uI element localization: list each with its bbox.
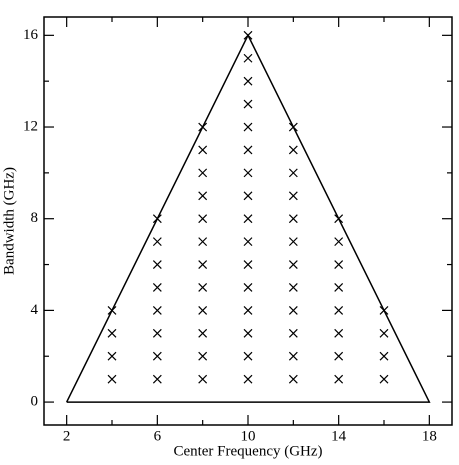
point-marker <box>288 328 298 338</box>
point-marker <box>243 145 253 155</box>
point-marker <box>288 260 298 269</box>
point-marker <box>288 214 298 224</box>
point-marker <box>152 283 162 292</box>
point-marker <box>198 374 208 384</box>
point-marker <box>334 305 344 315</box>
point-marker <box>379 305 389 315</box>
y-tick-label: 0 <box>31 394 39 410</box>
x-tick-label: 18 <box>422 428 437 444</box>
point-marker <box>243 122 253 132</box>
point-marker <box>198 305 208 315</box>
point-marker <box>198 214 208 224</box>
point-marker <box>288 305 298 315</box>
y-tick-label: 4 <box>31 302 39 318</box>
point-marker <box>243 237 253 247</box>
y-axis-label: Bandwidth (GHz) <box>1 167 17 275</box>
point-marker <box>198 122 208 132</box>
point-marker <box>198 191 208 201</box>
point-marker <box>198 237 208 247</box>
point-marker <box>288 145 298 155</box>
point-marker <box>152 351 162 361</box>
x-tick-label: 10 <box>241 428 256 444</box>
point-marker <box>243 374 253 384</box>
point-marker <box>288 191 298 201</box>
point-marker <box>107 328 117 338</box>
point-marker <box>334 351 344 361</box>
point-marker <box>243 53 253 63</box>
point-marker <box>198 168 208 178</box>
point-marker <box>334 214 344 224</box>
point-marker <box>243 168 253 178</box>
point-marker <box>152 260 162 269</box>
y-tick-label: 12 <box>23 118 38 134</box>
point-marker <box>334 328 344 338</box>
point-marker <box>379 374 389 384</box>
point-marker <box>288 374 298 384</box>
point-marker <box>334 374 344 384</box>
point-marker <box>152 328 162 338</box>
point-marker <box>334 260 344 269</box>
plot-frame <box>43 16 453 426</box>
point-marker <box>152 214 162 224</box>
point-marker <box>379 328 389 338</box>
point-marker <box>243 191 253 201</box>
point-marker <box>107 374 117 384</box>
point-marker <box>198 328 208 338</box>
point-marker <box>198 283 208 292</box>
point-marker <box>243 328 253 338</box>
y-tick-label: 16 <box>23 27 39 43</box>
point-marker <box>107 305 117 315</box>
point-marker <box>243 351 253 361</box>
point-marker <box>243 214 253 224</box>
point-marker <box>334 237 344 247</box>
x-tick-label: 2 <box>63 428 71 444</box>
point-marker <box>198 145 208 155</box>
x-tick-label: 14 <box>331 428 347 444</box>
point-marker <box>288 237 298 247</box>
point-marker <box>152 305 162 315</box>
point-marker <box>243 99 253 109</box>
point-marker <box>243 305 253 315</box>
point-marker <box>243 76 253 86</box>
point-marker <box>243 260 253 269</box>
point-marker <box>198 351 208 361</box>
point-marker <box>288 122 298 132</box>
point-marker <box>334 283 344 292</box>
point-marker <box>107 351 117 361</box>
point-marker <box>379 351 389 361</box>
point-marker <box>152 237 162 247</box>
point-marker <box>288 283 298 292</box>
point-marker <box>152 374 162 384</box>
y-tick-label: 8 <box>31 210 39 226</box>
point-marker <box>198 260 208 269</box>
point-marker <box>288 168 298 178</box>
point-marker <box>243 283 253 292</box>
point-marker <box>288 351 298 361</box>
point-marker <box>243 30 253 40</box>
x-axis-label: Center Frequency (GHz) <box>173 443 322 459</box>
x-tick-label: 6 <box>154 428 162 444</box>
